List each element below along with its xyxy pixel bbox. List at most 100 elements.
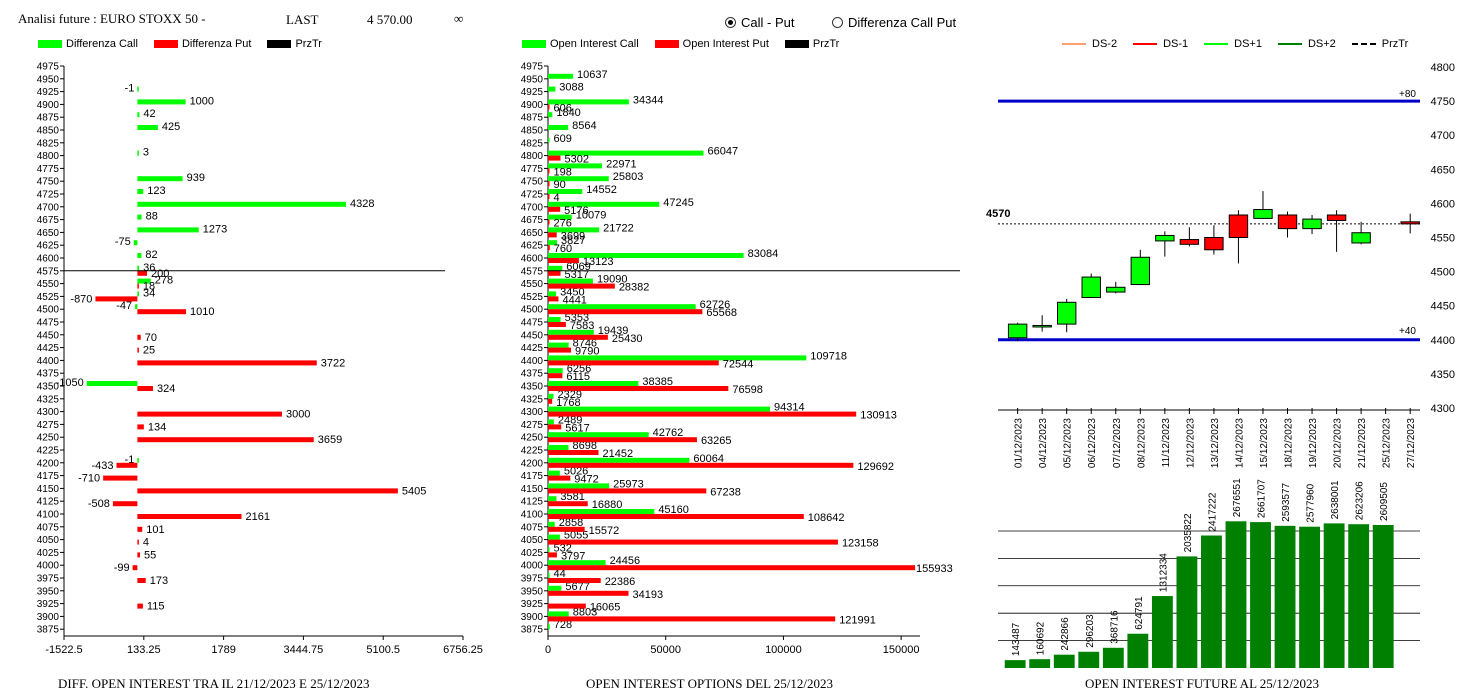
y-tick-label: 4700 [521, 202, 544, 213]
candle-body [1081, 276, 1101, 299]
put-oi-bar [548, 155, 561, 161]
put-oi-label: 90 [554, 179, 566, 191]
future-oi-label: 2661707 [1257, 479, 1268, 518]
put-diff-bar [137, 309, 187, 315]
radio-call-put-label: Call - Put [741, 15, 795, 30]
y-tick-label: 4000 [521, 561, 544, 572]
y-tick-label: 4650 [521, 228, 544, 239]
candle-body [1351, 232, 1371, 244]
call-oi-bar [548, 176, 609, 182]
y-tick-label: 4725 [521, 190, 544, 201]
date-label: 06/12/2023 [1087, 418, 1098, 468]
put-diff-label: 25 [143, 345, 155, 357]
put-oi-bar [548, 258, 579, 263]
y-tick-label: 4125 [521, 497, 544, 508]
legend-item-przTr: PrzTr [1351, 38, 1409, 50]
legend-label: DS-2 [1092, 38, 1118, 50]
put-oi-bar [548, 309, 703, 315]
call-oi-label: 21722 [603, 222, 634, 234]
put-oi-bar [548, 168, 550, 174]
call-oi-label: 3088 [559, 82, 583, 94]
put-oi-bar [548, 296, 559, 302]
y-tick-label: 4050 [521, 535, 544, 546]
y-tick-label: 4300 [37, 407, 60, 418]
radio-call-put-dot[interactable] [725, 17, 736, 28]
x-tick-label: 0 [545, 644, 551, 656]
y-tick-label: 3875 [37, 625, 60, 636]
put-oi-bar [548, 347, 572, 353]
put-oi-bar [548, 245, 550, 251]
call-diff-bar [137, 99, 186, 105]
put-oi-label: 3699 [561, 230, 585, 242]
radio-differenza-dot[interactable] [832, 17, 843, 28]
put-diff-bar [137, 360, 317, 366]
future-oi-bar [1250, 522, 1271, 668]
legend-item-oi-put: Open Interest Put [654, 38, 769, 50]
legend-label: PrzTr [1381, 38, 1409, 50]
y-tick-label: 4875 [521, 113, 544, 124]
y-tick-label: 4350 [521, 382, 544, 393]
put-oi-label: 1768 [556, 397, 580, 409]
call-oi-bar [548, 163, 603, 169]
call-oi-bar [548, 86, 556, 92]
future-oi-label: 160692 [1036, 621, 1047, 655]
y-tick-label: 4975 [521, 62, 544, 73]
candle-body [1204, 237, 1224, 251]
future-oi-bar [1029, 659, 1051, 668]
call-oi-label: 25973 [613, 478, 644, 490]
date-label: 20/12/2023 [1333, 418, 1344, 468]
put-oi-bar [548, 565, 916, 571]
put-diff-bar [137, 578, 146, 583]
call-diff-label: 4328 [350, 198, 374, 210]
put-oi-label: 5317 [565, 269, 589, 281]
put-oi-label: 21452 [603, 448, 634, 460]
legend-swatch-red [654, 40, 679, 48]
y-tick-label: 4450 [1431, 301, 1455, 313]
call-oi-label: 5026 [564, 466, 588, 478]
future-oi-label: 2593577 [1281, 482, 1292, 521]
call-oi-label: 14552 [586, 184, 617, 196]
call-diff-label: -1 [125, 83, 135, 95]
future-oi-bar [1201, 535, 1222, 668]
y-tick-label: 4875 [37, 113, 60, 124]
radio-differenza[interactable]: Differenza Call Put [832, 15, 956, 30]
future-oi-label: 2577960 [1306, 483, 1317, 522]
put-oi-label: 34193 [633, 589, 664, 601]
put-oi-bar [548, 373, 563, 379]
put-oi-bar [548, 526, 585, 532]
y-tick-label: 4850 [37, 126, 60, 137]
future-oi-bar [1176, 556, 1198, 668]
legend-item-ds+2: DS+2 [1277, 38, 1336, 50]
future-oi-bar [1151, 596, 1173, 668]
date-label: 18/12/2023 [1284, 418, 1295, 468]
call-diff-label: -47 [116, 300, 132, 312]
x-tick-label: -1522.5 [45, 644, 82, 656]
call-oi-bar [548, 445, 569, 450]
put-diff-bar [137, 552, 141, 558]
y-tick-label: 4900 [37, 100, 60, 111]
call-oi-label: 22971 [606, 158, 637, 170]
future-oi-label: 2676551 [1232, 478, 1243, 517]
legend-item-ds-1: DS-1 [1133, 38, 1188, 50]
y-tick-label: 4400 [1431, 335, 1455, 347]
candle-body [1253, 209, 1273, 219]
chart-title-future: OPEN INTEREST FUTURE AL 25/12/2023 [1085, 676, 1320, 691]
call-diff-bar [137, 278, 151, 284]
y-tick-label: 4650 [37, 228, 60, 239]
y-tick-label: 4475 [37, 318, 60, 329]
call-diff-bar [137, 112, 140, 118]
call-diff-label: 3 [143, 147, 149, 159]
future-oi-bar [1348, 524, 1370, 668]
call-diff-bar [135, 304, 138, 310]
y-tick-label: 3875 [521, 625, 544, 636]
radio-call-put[interactable]: Call - Put [725, 15, 794, 30]
put-oi-bar [548, 514, 804, 519]
put-oi-label: 4441 [562, 294, 586, 306]
put-diff-bar [137, 526, 143, 532]
x-tick-label: 133.25 [127, 644, 161, 656]
y-tick-label: 4375 [37, 369, 60, 380]
put-diff-label: -99 [114, 562, 130, 574]
y-tick-label: 4350 [1431, 369, 1455, 381]
put-oi-bar [548, 462, 854, 468]
